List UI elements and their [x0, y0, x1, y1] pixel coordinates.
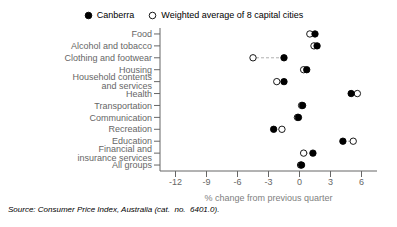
svg-text:-12: -12: [169, 177, 182, 187]
svg-text:Communication: Communication: [89, 113, 152, 123]
svg-text:-9: -9: [202, 177, 210, 187]
svg-text:Health: Health: [126, 89, 152, 99]
svg-text:-6: -6: [233, 177, 241, 187]
svg-text:0: 0: [297, 177, 302, 187]
svg-text:Alcohol and tobacco: Alcohol and tobacco: [71, 41, 152, 51]
svg-text:% change from previous quarter: % change from previous quarter: [204, 193, 332, 203]
svg-text:All groups: All groups: [112, 160, 153, 170]
svg-text:3: 3: [328, 177, 333, 187]
svg-text:Clothing and footwear: Clothing and footwear: [64, 53, 152, 63]
svg-text:Transportation: Transportation: [94, 101, 152, 111]
svg-text:Food: Food: [131, 29, 152, 39]
svg-text:6: 6: [359, 177, 364, 187]
svg-text:-3: -3: [264, 177, 272, 187]
svg-text:Recreation: Recreation: [108, 124, 152, 134]
